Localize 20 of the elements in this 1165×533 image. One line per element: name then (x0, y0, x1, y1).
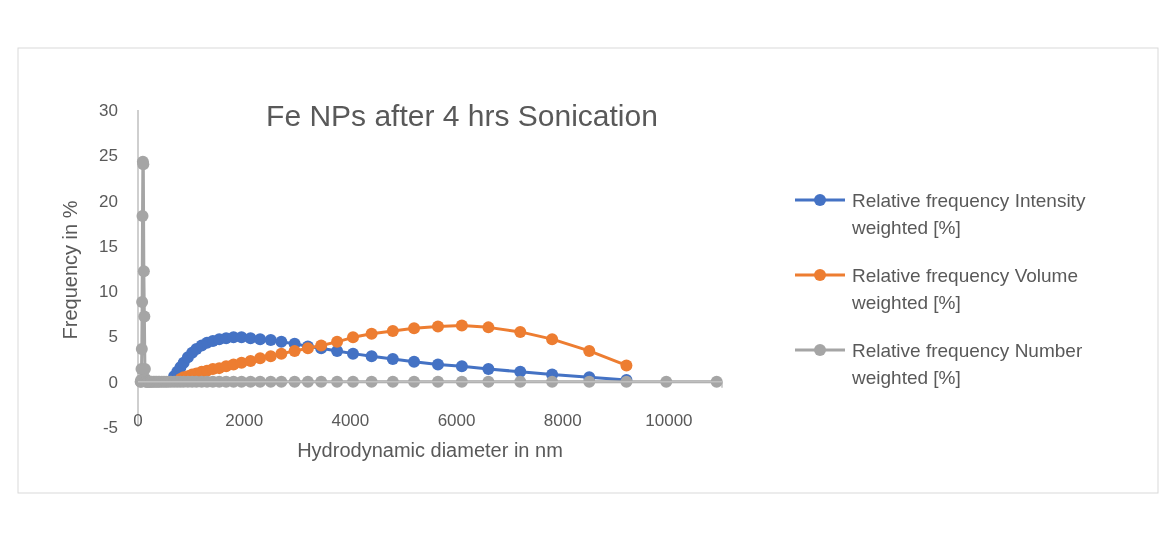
chart-title: Fe NPs after 4 hrs Sonication (266, 98, 658, 132)
y-axis-title: Frequency in % (59, 200, 81, 340)
x-tick-label: 6000 (437, 410, 476, 430)
y-tick-label: 15 (99, 236, 118, 256)
x-tick-label: 8000 (543, 410, 582, 430)
x-tick-label: 10000 (645, 410, 693, 430)
legend-label: Relative frequency Intensity weighted [%] (851, 189, 1086, 239)
y-tick-label: 10 (99, 282, 118, 302)
y-tick-label: 20 (99, 191, 118, 211)
y-tick-label: 30 (99, 100, 118, 120)
y-tick-label: 0 (108, 372, 118, 392)
legend-label: Relative frequency Number weighted [%] (851, 339, 1083, 389)
y-tick-label: 5 (108, 327, 118, 347)
x-tick-label: 4000 (331, 410, 370, 430)
x-tick-label: 0 (133, 410, 143, 430)
y-tick-label: -5 (102, 417, 118, 437)
y-tick-label: 25 (99, 146, 118, 166)
x-axis-title: Hydrodynamic diameter in nm (297, 439, 563, 461)
x-tick-label: 2000 (225, 410, 264, 430)
legend-label: Relative frequency Volume weighted [%] (851, 264, 1079, 314)
